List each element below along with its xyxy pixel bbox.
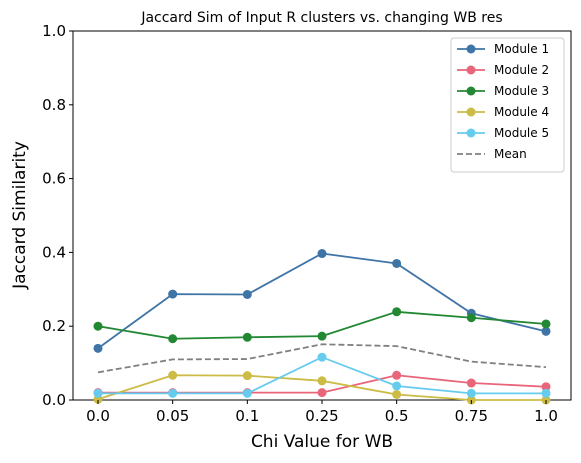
data-point	[541, 326, 551, 336]
data-point	[168, 334, 178, 344]
x-tick-label: 0.05	[156, 407, 189, 425]
y-tick-label: 0.6	[42, 170, 66, 188]
data-point	[392, 389, 402, 399]
series-mean	[97, 343, 547, 374]
data-point	[466, 378, 476, 388]
legend-label: Mean	[494, 147, 527, 161]
data-point	[392, 370, 402, 380]
data-point	[93, 343, 103, 353]
legend-label: Module 1	[494, 42, 549, 56]
x-tick-label: 1.0	[534, 407, 558, 425]
series-module-3	[93, 307, 551, 344]
data-point	[541, 319, 551, 329]
legend-label: Module 4	[494, 105, 549, 119]
legend-marker	[466, 86, 476, 96]
x-axis-label: Chi Value for WB	[251, 432, 393, 452]
data-point	[466, 313, 476, 323]
data-point	[317, 376, 327, 386]
x-tick-label: 0.25	[305, 407, 338, 425]
data-point	[242, 388, 252, 398]
legend-marker	[466, 44, 476, 54]
y-axis: 0.0 0.2 0.4 0.6 0.8 1.0	[42, 22, 73, 409]
data-point	[466, 388, 476, 398]
legend-item: Module 1	[457, 42, 549, 56]
data-point	[168, 388, 178, 398]
legend-label: Module 2	[494, 63, 549, 77]
legend-marker	[466, 128, 476, 138]
y-tick-label: 1.0	[42, 22, 66, 40]
y-tick-label: 0.8	[42, 96, 66, 114]
data-point	[317, 331, 327, 341]
x-tick-label: 0.5	[385, 407, 409, 425]
data-point	[168, 370, 178, 380]
x-tick-label: 0.1	[235, 407, 259, 425]
data-point	[242, 289, 252, 299]
y-tick-label: 0.4	[42, 243, 66, 261]
data-point	[541, 382, 551, 392]
y-axis-label: Jaccard Similarity	[10, 141, 30, 290]
data-point	[93, 321, 103, 331]
legend: Module 1 Module 2 Module 3 Module 4 Module 5…	[450, 37, 565, 173]
series-line	[97, 343, 547, 374]
x-tick-label: 0.75	[455, 407, 488, 425]
data-point	[242, 371, 252, 381]
data-point	[392, 258, 402, 268]
series-module-4	[93, 370, 551, 405]
legend-item: Module 3	[457, 84, 549, 98]
legend-item: Mean	[457, 147, 527, 161]
y-tick-label: 0.0	[42, 391, 66, 409]
data-point	[242, 332, 252, 342]
data-point	[93, 388, 103, 398]
legend-item: Module 2	[457, 63, 549, 77]
y-tick-label: 0.2	[42, 317, 66, 335]
legend-frame	[450, 37, 565, 173]
legend-label: Module 5	[494, 126, 549, 140]
series-line	[98, 356, 546, 395]
data-point	[317, 249, 327, 259]
series-module-5	[93, 352, 551, 398]
legend-label: Module 3	[494, 84, 549, 98]
x-tick-label: 0.0	[86, 407, 110, 425]
plot-area	[72, 30, 572, 405]
x-axis: 0.0 0.05 0.1 0.25 0.5 0.75 1.0	[86, 400, 558, 425]
legend-marker	[466, 107, 476, 117]
chart-title: Jaccard Sim of Input R clusters vs. chan…	[140, 10, 502, 26]
data-point	[392, 381, 402, 391]
data-point	[317, 388, 327, 398]
legend-marker	[466, 65, 476, 75]
data-point	[392, 307, 402, 317]
data-point	[541, 388, 551, 398]
legend-item: Module 5	[457, 126, 549, 140]
data-point	[168, 289, 178, 299]
data-point	[317, 352, 327, 362]
legend-item: Module 4	[457, 105, 549, 119]
